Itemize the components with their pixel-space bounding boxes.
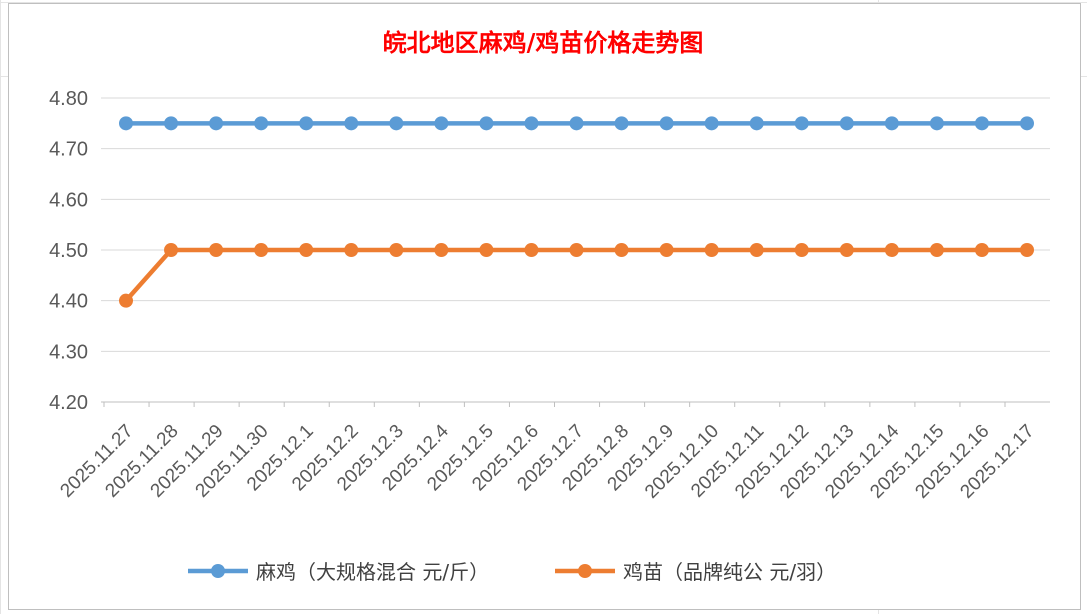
series-1-point[interactable] bbox=[974, 116, 989, 131]
legend-swatch-marker bbox=[211, 564, 225, 578]
series-2-point[interactable] bbox=[164, 243, 179, 257]
series-1-point[interactable] bbox=[749, 116, 764, 131]
series-1-point[interactable] bbox=[794, 116, 809, 131]
y-tick-label: 4.80 bbox=[49, 88, 88, 110]
y-tick-label: 4.50 bbox=[49, 240, 88, 262]
series-2-point[interactable] bbox=[614, 243, 629, 257]
series-2-point[interactable] bbox=[479, 243, 494, 257]
y-tick-label: 4.60 bbox=[49, 189, 88, 211]
series-2-point[interactable] bbox=[254, 243, 269, 257]
series-1-point[interactable] bbox=[884, 116, 899, 131]
series-1-point[interactable] bbox=[164, 116, 179, 131]
y-tick-label: 4.30 bbox=[49, 341, 88, 363]
chart-title: 皖北地区麻鸡/鸡苗价格走势图 bbox=[383, 28, 704, 57]
series-1-point[interactable] bbox=[344, 116, 359, 131]
series-1-point[interactable] bbox=[704, 116, 719, 131]
series-2-point[interactable] bbox=[659, 243, 674, 257]
series-2-point[interactable] bbox=[434, 243, 449, 257]
series-2-point[interactable] bbox=[704, 243, 719, 257]
series-2-point[interactable] bbox=[974, 243, 989, 257]
y-tick-label: 4.40 bbox=[49, 291, 88, 313]
series-2-point[interactable] bbox=[1020, 243, 1034, 257]
series-1-point[interactable] bbox=[254, 116, 269, 131]
series-2-point[interactable] bbox=[209, 243, 224, 257]
series-2-point[interactable] bbox=[794, 243, 809, 257]
series-1-point[interactable] bbox=[1020, 116, 1034, 131]
series-2-point[interactable] bbox=[524, 243, 539, 257]
series-2-point[interactable] bbox=[839, 243, 854, 257]
series-1-point[interactable] bbox=[209, 116, 224, 131]
series-2-point[interactable] bbox=[569, 243, 584, 257]
series-2-point[interactable] bbox=[929, 243, 944, 257]
series-1-point[interactable] bbox=[299, 116, 314, 131]
series-line-2 bbox=[123, 247, 1030, 303]
series-1-point[interactable] bbox=[569, 116, 584, 131]
series-2-point[interactable] bbox=[299, 243, 314, 257]
chart-area[interactable] bbox=[8, 3, 1081, 610]
y-tick-label: 4.20 bbox=[49, 392, 88, 414]
series-2-point[interactable] bbox=[389, 243, 404, 257]
legend-entry-1[interactable]: 麻鸡（大规格混合 元/斤） bbox=[256, 560, 489, 584]
series-1-point[interactable] bbox=[119, 116, 133, 131]
series-1-point[interactable] bbox=[929, 116, 944, 131]
series-1-point[interactable] bbox=[659, 116, 674, 131]
series-2-point[interactable] bbox=[749, 243, 764, 257]
series-1-point[interactable] bbox=[389, 116, 404, 131]
series-1-point[interactable] bbox=[479, 116, 494, 131]
legend-swatch-marker bbox=[578, 564, 592, 578]
series-2-point[interactable] bbox=[884, 243, 899, 257]
series-1-point[interactable] bbox=[839, 116, 854, 131]
series-2-point[interactable] bbox=[344, 243, 359, 257]
series-1-point[interactable] bbox=[434, 116, 449, 131]
series-1-point[interactable] bbox=[614, 116, 629, 131]
y-tick-label: 4.70 bbox=[49, 139, 88, 161]
series-1-point[interactable] bbox=[524, 116, 539, 131]
legend-entry-2[interactable]: 鸡苗（品牌纯公 元/羽） bbox=[623, 560, 836, 584]
series-2-point[interactable] bbox=[119, 293, 133, 308]
